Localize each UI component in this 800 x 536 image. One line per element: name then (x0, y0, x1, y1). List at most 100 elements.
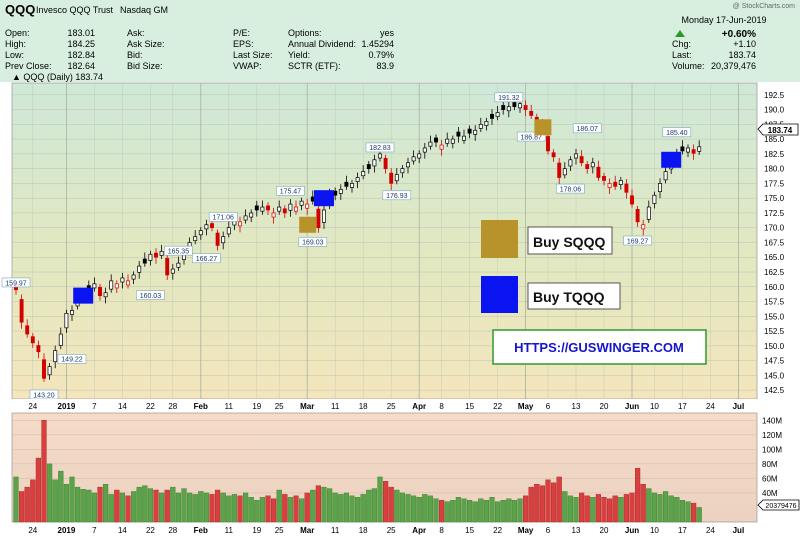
candle-body (439, 144, 444, 150)
volume-bar (523, 495, 529, 523)
header-background (0, 0, 800, 82)
price-legend: ▲ QQQ (Daily) 183.74 (12, 72, 103, 82)
price-callout: 169.27 (627, 238, 649, 245)
volume-bar (388, 486, 394, 523)
price-callout: 160.03 (140, 293, 162, 300)
volume-bar (175, 492, 182, 523)
candle-body (658, 183, 662, 193)
date-tick-label: 28 (168, 526, 177, 535)
candle-body (198, 230, 203, 236)
quote-value: 182.84 (67, 50, 95, 60)
candle-body (434, 137, 438, 143)
legend-buy-tqqq: Buy TQQQ (481, 276, 621, 313)
volume-bar (371, 488, 378, 523)
candle-body (148, 253, 153, 261)
date-tick-label: 7 (92, 402, 97, 411)
candle-body (103, 292, 108, 298)
date-tick-label: 17 (678, 402, 687, 411)
volume-bar (343, 492, 350, 523)
candle-body (478, 123, 483, 129)
volume-bar (299, 498, 305, 523)
date-tick-label: 18 (359, 526, 368, 535)
volume-bar (411, 495, 417, 523)
candle-body (686, 147, 690, 153)
price-callout-box (57, 354, 87, 364)
date-tick-label: 25 (275, 402, 284, 411)
date-tick-label: 24 (706, 526, 715, 535)
volume-bar (601, 497, 607, 523)
price-callout: 186.07 (576, 126, 598, 133)
candle-body (204, 224, 209, 230)
candle-body (691, 149, 696, 154)
candle-body (277, 206, 282, 212)
candle-body (372, 159, 377, 167)
date-tick-label: 6 (546, 402, 551, 411)
volume-bar (276, 489, 282, 523)
volume-bar (74, 486, 81, 523)
candle-body (389, 172, 394, 184)
volume-bar (584, 495, 590, 523)
price-tick-label: 175.0 (764, 194, 785, 203)
quote-value: +1.10 (733, 39, 756, 49)
candle-body (613, 181, 618, 187)
volume-tick-label: 100M (762, 445, 782, 454)
candle-body (506, 106, 511, 112)
volume-bar (69, 476, 75, 523)
volume-bar (629, 492, 635, 523)
candle-body (417, 153, 422, 159)
volume-bar (685, 501, 691, 523)
price-callout: 143.20 (33, 392, 55, 399)
candle-body (383, 157, 388, 169)
volume-bar (153, 489, 159, 523)
quote-label: Chg: (672, 39, 691, 49)
candle-body (176, 262, 181, 268)
quote-value: 1.45294 (361, 39, 394, 49)
volume-bar (433, 498, 439, 523)
volume-bar (651, 492, 658, 523)
date-tick-label: Apr (412, 526, 426, 535)
volume-bar (30, 479, 36, 523)
date-tick-label: 19 (252, 402, 261, 411)
candle-body (288, 203, 293, 211)
volume-bar (142, 485, 148, 523)
candle-body (70, 310, 74, 315)
volume-bar (164, 489, 170, 523)
candle-body (518, 103, 522, 109)
instrument-name: Invesco QQQ Trust (36, 5, 114, 15)
date-tick-label: 7 (92, 526, 97, 535)
volume-bar (147, 488, 154, 523)
price-callout-box (494, 92, 524, 103)
candle-body (366, 164, 371, 169)
candle-body (680, 146, 685, 152)
price-tick-label: 185.0 (764, 135, 785, 144)
date-tick-label: 14 (118, 402, 127, 411)
price-callout: 166.27 (196, 256, 218, 263)
date-tick-label: 11 (225, 526, 234, 535)
volume-bar (242, 492, 249, 523)
tqqq-label-box (527, 282, 621, 310)
quote-value: 184.25 (67, 39, 95, 49)
volume-bar (657, 494, 663, 523)
price-callout-box (382, 190, 412, 201)
quote-label: Volume: (672, 61, 705, 71)
volume-tag: 20379476 (757, 499, 800, 511)
volume-bar (551, 482, 557, 523)
candle-body (109, 280, 114, 290)
date-tick-label: 25 (275, 526, 284, 535)
website-url[interactable]: HTTPS://GUSWINGER.COM (514, 340, 684, 355)
candle-body (322, 209, 326, 223)
buy-tqqq-marker (314, 190, 334, 207)
website-box[interactable]: HTTPS://GUSWINGER.COM (492, 329, 707, 365)
price-callout-box (662, 127, 692, 138)
candle-body (266, 205, 270, 211)
volume-bar (327, 488, 333, 523)
volume-bar (383, 481, 389, 523)
candle-body (159, 250, 164, 256)
volume-bar (483, 500, 490, 523)
date-tick-label: 22 (493, 402, 502, 411)
quote-label: VWAP: (233, 61, 262, 71)
price-tick-label: 147.5 (764, 357, 785, 366)
candle-body (473, 129, 478, 135)
quote-label: High: (5, 39, 26, 49)
volume-axis: 40M 60M 80M 100M 120M 140M (762, 416, 782, 498)
